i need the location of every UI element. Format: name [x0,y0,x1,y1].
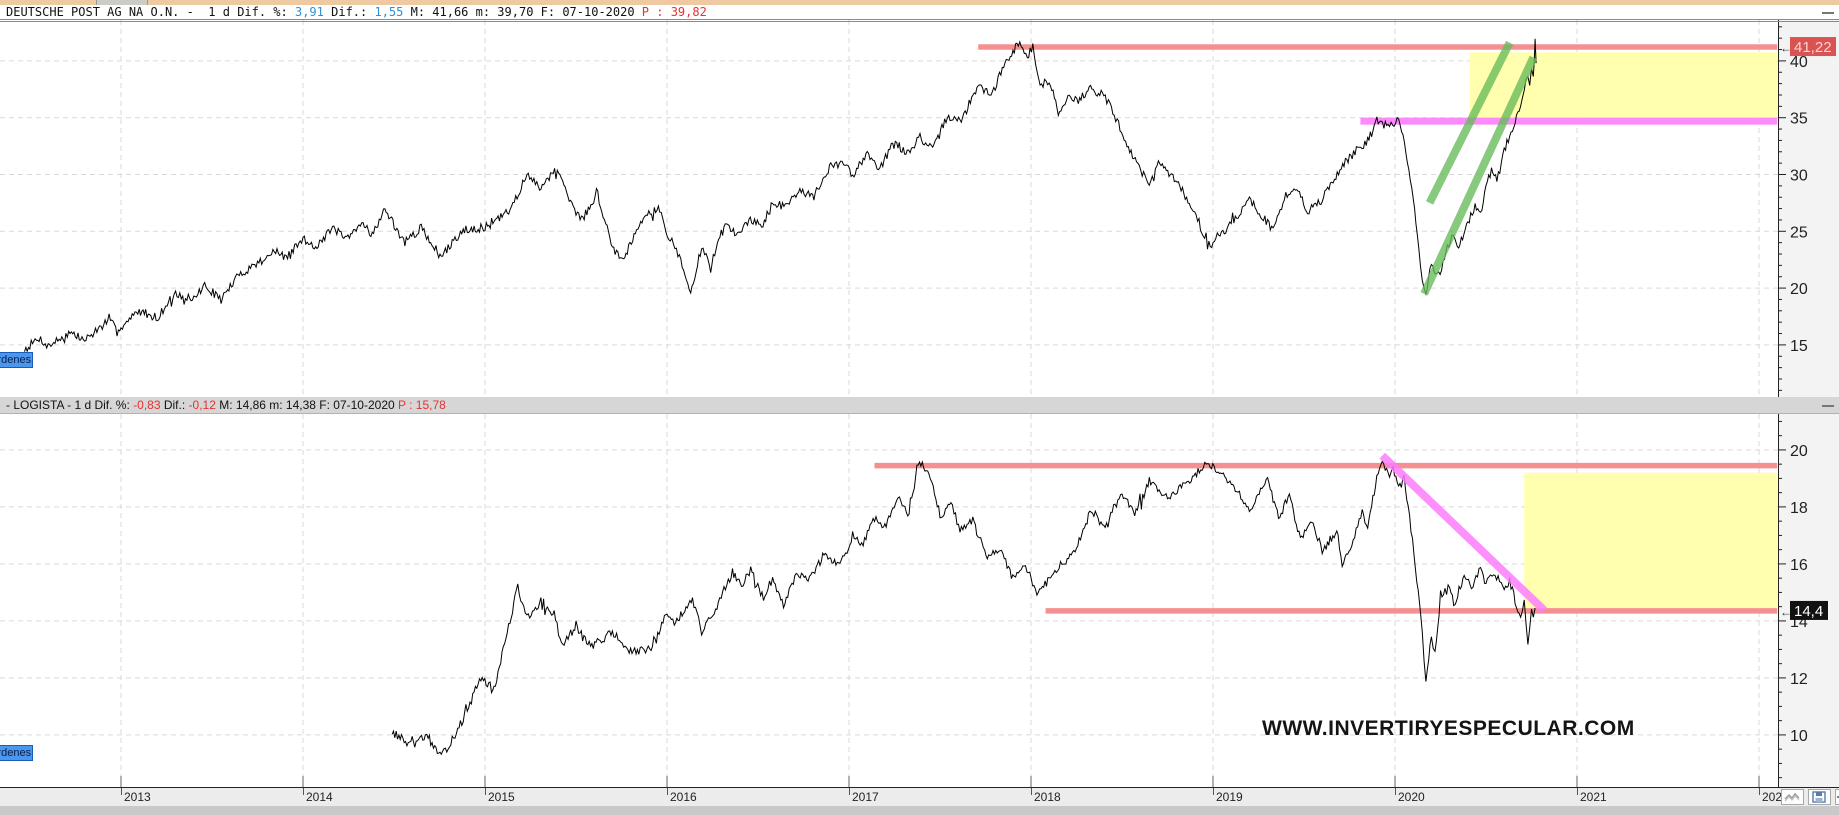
title-segment: 3,91 [294,5,324,19]
orders-button[interactable]: Órdenes [0,352,33,368]
title-segment: P : 39,82 [641,5,707,19]
price-line-logista [391,459,1536,756]
year-tick [485,788,486,795]
deutsche-post-chart[interactable]: 40 35 30 25 20 15 ← 41,22 [0,20,1839,397]
target-zone[interactable] [1524,472,1778,609]
year-tick [1759,788,1760,795]
title-segment: -0,83 [133,398,161,412]
magenta-trendline[interactable] [1379,452,1548,614]
year-label: 2018 [1034,790,1061,804]
title-segment: M: 14,86 m: 14,38 F: 07-10-2020 [215,398,398,412]
bottom-edge-strip [0,806,1839,815]
title-segment: Dif.: [323,5,375,19]
label-arrow: ← [1780,41,1792,55]
zigzag-indicator-button[interactable] [1781,789,1804,805]
year-label: 2015 [488,790,515,804]
year-tick [1577,788,1578,795]
title-segment: P : 15,78 [398,398,446,412]
price-level-label [1790,600,1828,620]
target-zone[interactable] [1469,52,1778,119]
price-level-text: 41,22 [1794,39,1832,56]
y-tick-label: 15 [1790,338,1808,355]
pin-button-partial[interactable] [1835,789,1839,805]
year-label: 2016 [670,790,697,804]
year-label: 2017 [852,790,879,804]
watermark-text: WWW.INVERTIRYESPECULAR.COM [1262,717,1635,740]
y-tick-label: 10 [1790,728,1808,745]
green-channel-line[interactable] [1426,40,1514,205]
title-segment: M: 41,66 m: 39,70 F: 07-10-2020 [403,5,642,19]
y-tick-label: 20 [1790,281,1808,298]
year-tick [1213,788,1214,795]
y-tick-label: 12 [1790,671,1808,688]
year-tick [303,788,304,795]
logista-title-bar: - LOGISTA - 1 d Dif. %: -0,83 Dif.: -0,1… [0,397,1839,414]
title-segment: Dif.: [160,398,189,412]
year-tick [1395,788,1396,795]
collapse-pane-icon[interactable] [1822,405,1834,407]
deutsche-post-title-bar: DEUTSCHE POST AG NA O.N. - 1 d Dif. %: 3… [0,5,1839,20]
y-tick-label: 18 [1790,500,1808,517]
y-tick-label: 30 [1790,167,1808,184]
y-tick-label: 20 [1790,443,1808,460]
year-tick [667,788,668,795]
year-label: 2021 [1580,790,1607,804]
y-tick-label: 16 [1790,557,1808,574]
year-tick [1031,788,1032,795]
price-line-deutsche-post [24,38,1537,353]
year-tick [121,788,122,795]
y-tick-label: 25 [1790,224,1808,241]
year-label: 2019 [1216,790,1243,804]
year-label: 2020 [1398,790,1425,804]
y-tick-label: 40 [1790,54,1808,71]
price-level-label [1790,37,1836,57]
y-tick-label: 35 [1790,111,1808,128]
title-segment: - LOGISTA - 1 d Dif. %: [6,398,134,412]
title-segment: -0,12 [188,398,216,412]
year-label: 2013 [124,790,151,804]
time-axis[interactable]: 2013 2014 2015 2016 2017 2018 2019 2020 2021 2022 [0,788,1839,806]
year-tick [849,788,850,795]
save-button[interactable] [1808,789,1831,805]
title-segment: 1,55 [374,5,404,19]
price-level-text: 14,4 [1794,603,1823,620]
title-segment: DEUTSCHE POST AG NA O.N. - 1 d Dif. %: [6,5,295,19]
year-label: 2014 [306,790,333,804]
orders-button[interactable]: Órdenes [0,745,33,761]
price-axis-panel[interactable] [1779,20,1839,397]
green-channel-line[interactable] [1420,55,1537,296]
collapse-pane-icon[interactable] [1822,12,1834,14]
label-arrow: ← [1780,605,1792,619]
